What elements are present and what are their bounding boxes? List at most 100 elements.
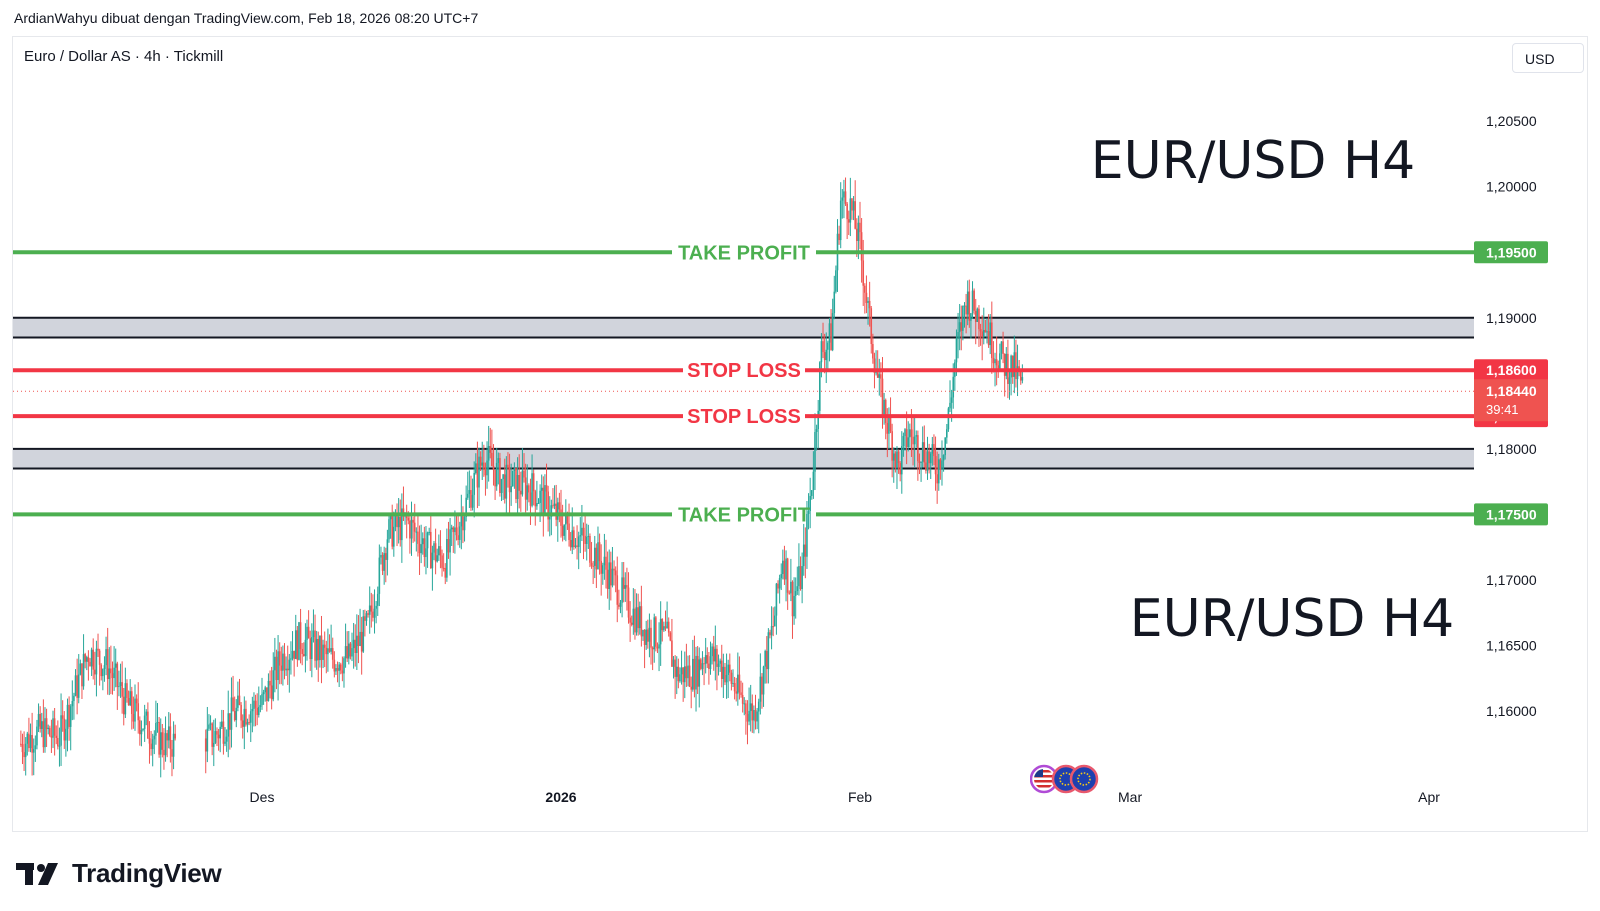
candle-body <box>984 329 987 333</box>
candle-body <box>783 560 786 580</box>
candle-body <box>658 644 660 649</box>
candle-body <box>277 651 279 681</box>
candle-body <box>751 703 754 721</box>
candle-body <box>44 718 46 748</box>
x-tick-4: Apr <box>1418 789 1440 805</box>
candle-body <box>1010 355 1012 378</box>
candle-body <box>634 608 636 633</box>
candle-body <box>148 738 151 744</box>
candle-body <box>40 721 43 729</box>
candle-body <box>547 491 549 520</box>
candle-body <box>799 566 802 590</box>
levels-layer: TAKE PROFIT 1,19500 STOP LOSS 1,18600 STOP L… <box>13 241 1548 526</box>
candle-body <box>1015 352 1017 380</box>
candle-body <box>90 649 93 667</box>
candle-body <box>116 663 119 687</box>
candle-body <box>933 444 935 457</box>
brand-name: TradingView <box>72 858 222 888</box>
candle-body <box>269 680 271 686</box>
brand[interactable]: TradingView <box>16 858 222 889</box>
candle-body <box>991 322 993 359</box>
candle-body <box>968 291 971 321</box>
candle-body <box>979 329 982 332</box>
candle-body <box>552 505 554 507</box>
candle-body <box>55 735 58 738</box>
candle-body <box>618 604 620 607</box>
candle-body <box>441 555 443 568</box>
candle-body <box>1000 341 1003 354</box>
candle-body <box>320 635 323 660</box>
candle-body <box>452 527 455 533</box>
candle-body <box>503 474 506 499</box>
candle-body <box>970 313 972 321</box>
candle-body <box>384 553 387 560</box>
candle-body <box>900 445 903 475</box>
candle-body <box>299 622 302 649</box>
candle-body <box>367 613 369 615</box>
candle-body <box>74 675 77 696</box>
level-label-2: STOP LOSS <box>687 406 801 428</box>
candle-body <box>666 621 668 629</box>
candle-body <box>864 285 866 293</box>
candle-body <box>566 513 569 524</box>
candle-body <box>370 605 373 612</box>
candle-body <box>106 649 109 680</box>
candle-body <box>873 358 876 373</box>
candle-body <box>521 470 524 495</box>
candle-body <box>359 631 361 647</box>
candle-body <box>499 458 501 494</box>
candle-body <box>32 748 35 753</box>
currency-button[interactable]: USD <box>1512 43 1584 73</box>
candle-body <box>986 331 988 333</box>
symbol-label[interactable]: Euro / Dollar AS · 4h · Tickmill <box>24 48 224 65</box>
candle-body <box>931 444 934 454</box>
candle-body <box>449 529 451 553</box>
candle-body <box>802 544 805 567</box>
candle-body <box>754 709 757 722</box>
candle-body <box>92 649 95 670</box>
price-tag-text-1: 1,18600 <box>1486 362 1537 378</box>
candle-body <box>648 627 651 642</box>
candle-body <box>212 742 215 747</box>
candle-body <box>674 659 676 677</box>
candle-body <box>978 308 980 330</box>
candle-body <box>753 709 755 721</box>
candle-body <box>240 704 242 721</box>
candle-body <box>102 669 104 677</box>
candle-body <box>819 362 821 411</box>
candle-body <box>481 462 484 466</box>
eu-flag-icon-2[interactable] <box>1069 764 1099 794</box>
x-tick-1: 2026 <box>545 789 576 805</box>
candle-body <box>593 547 596 566</box>
candle-body <box>597 542 599 570</box>
candle-body <box>999 353 1001 369</box>
candle-body <box>745 703 747 714</box>
candle-body <box>69 706 72 727</box>
last-price-text: 1,18440 <box>1486 383 1537 399</box>
annotation-text-1: EUR/USD H4 <box>1130 589 1454 649</box>
candle-body <box>868 300 871 309</box>
candle-body <box>949 402 951 409</box>
candle-body <box>114 663 117 668</box>
chart-pane[interactable] <box>12 36 1588 832</box>
candle-body <box>217 734 220 739</box>
candle-body <box>293 650 295 659</box>
candle-body <box>867 300 869 303</box>
candle-body <box>910 429 913 437</box>
candle-body <box>950 397 953 403</box>
candle-body <box>167 726 170 741</box>
sr-zone-1 <box>13 448 1474 469</box>
candle-body <box>859 222 861 233</box>
candle-body <box>695 655 697 690</box>
economic-events-icons[interactable] <box>1030 762 1110 796</box>
candle-body <box>875 372 877 374</box>
candle-body <box>68 704 70 727</box>
candle-body <box>122 696 125 715</box>
candle-body <box>63 718 66 741</box>
candle-body <box>483 462 485 469</box>
candle-body <box>741 694 744 704</box>
candle-body <box>470 490 472 508</box>
candle-body <box>393 526 395 547</box>
candle-body <box>375 605 377 609</box>
